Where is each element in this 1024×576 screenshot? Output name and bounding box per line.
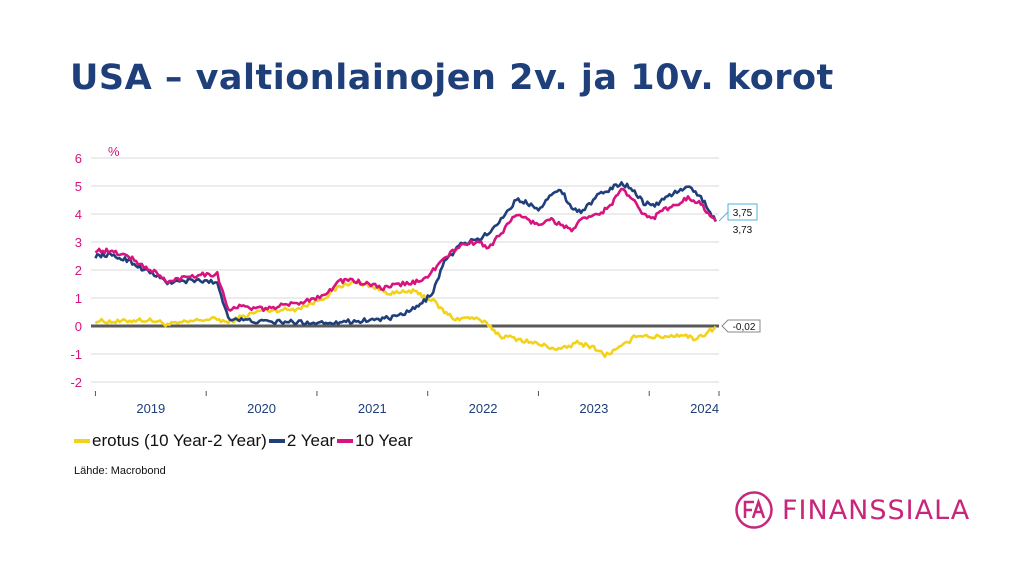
end-label-connector <box>718 211 729 222</box>
y-tick-label: 0 <box>75 319 82 334</box>
legend-label-spread: erotus (10 Year-2 Year) <box>92 431 267 450</box>
y-tick-label: 3 <box>75 235 82 250</box>
series-line-spread <box>94 279 717 359</box>
fa-logo-mark <box>735 491 773 529</box>
legend-label-2-year: 2 Year <box>286 431 336 450</box>
x-tick-label: 2020 <box>247 401 276 416</box>
x-tick-label: 2023 <box>579 401 608 416</box>
end-label-spread: -0,02 <box>733 322 756 333</box>
end-label-ten-year: 3,75 <box>733 208 753 219</box>
legend-item-spread: erotus (10 Year-2 Year) <box>74 431 267 451</box>
y-tick-label: 6 <box>75 151 82 166</box>
x-tick-label: 2019 <box>136 401 165 416</box>
legend-label-10-year: 10 Year <box>355 431 413 450</box>
x-tick-label: 2022 <box>469 401 498 416</box>
logo-text: FINANSSIALA <box>782 494 971 526</box>
y-tick-label: -1 <box>70 347 82 362</box>
y-axis-ticks: 6 5 4 3 2 1 0 -1 -2 <box>70 151 82 390</box>
y-tick-label: -2 <box>70 375 82 390</box>
x-tick-label: 2021 <box>358 401 387 416</box>
series-lines <box>94 181 717 359</box>
legend-swatch-10-year <box>337 439 354 443</box>
legend-item-10-year: 10 Year <box>337 431 413 451</box>
legend-swatch-2-year <box>268 439 285 443</box>
end-label-box-ten-year <box>727 203 758 221</box>
y-tick-label: 1 <box>75 291 82 306</box>
page-title: USA – valtionlainojen 2v. ja 10v. korot <box>70 58 834 98</box>
end-label-two-year: 3,73 <box>733 225 753 236</box>
y-tick-label: 5 <box>75 179 82 194</box>
series-line-two-year <box>94 181 717 326</box>
source-note: Lähde: Macrobond <box>74 465 166 477</box>
x-tick-label: 2024 <box>690 401 719 416</box>
y-tick-label: 2 <box>75 263 82 278</box>
series-line-ten-year <box>94 187 717 312</box>
legend: erotus (10 Year-2 Year) 2 Year 10 Year <box>74 431 415 451</box>
y-axis-label: % <box>108 144 120 159</box>
x-axis-ticks: 2019 2020 2021 2022 2023 2024 <box>94 391 720 416</box>
finanssiala-logo: FINANSSIALA <box>734 490 970 530</box>
end-label-box-spread <box>721 319 761 333</box>
legend-item-2-year: 2 Year <box>268 431 336 451</box>
end-labels: 3,75 3,73 -0,02 <box>718 203 761 333</box>
y-tick-label: 4 <box>75 207 82 222</box>
legend-swatch-spread <box>74 439 90 443</box>
